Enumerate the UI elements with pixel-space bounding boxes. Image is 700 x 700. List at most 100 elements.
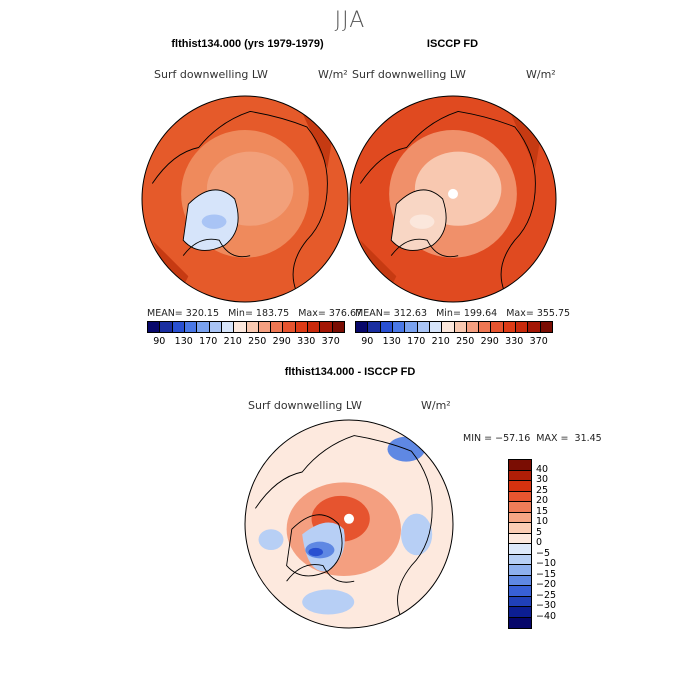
colorbar-swatch [503, 322, 517, 332]
colorbar-level-label: −20 [536, 579, 557, 590]
colorbar-swatch [509, 607, 531, 618]
colorbar-swatch [295, 322, 309, 332]
colorbar-swatch [148, 322, 161, 332]
colorbar-swatch [509, 512, 531, 523]
colorbar-swatch [283, 322, 296, 332]
colorbar-level-label: 5 [536, 526, 543, 538]
colorbar-swatch [540, 322, 552, 332]
colorbar-level-label: −15 [536, 568, 557, 580]
map-field [142, 96, 348, 302]
colorbar-swatch [368, 322, 381, 332]
colorbar-tick-label: 290 [480, 336, 499, 347]
diff-panel-title: flthist134.000 - ISCCP FD [284, 366, 416, 378]
left-panel-variable: Surf downwelling LW [154, 68, 268, 81]
diff-panel-stats: MIN = −57.16 MAX = 31.45 [463, 433, 602, 444]
colorbar-swatch [184, 322, 198, 332]
colorbar-tick-label: 210 [223, 336, 242, 347]
colorbar-swatch [509, 460, 531, 471]
colorbar-tick-label: 170 [199, 336, 218, 347]
colorbar-tick-label: 130 [174, 336, 193, 347]
colorbar-swatch [356, 322, 369, 332]
colorbar-swatch [405, 322, 418, 332]
colorbar-swatch [509, 617, 531, 628]
pole-hole [448, 188, 458, 199]
colorbar-level-label: −30 [536, 600, 557, 611]
colorbar-swatch [466, 322, 480, 332]
colorbar-level-label: 20 [536, 495, 549, 506]
colorbar-swatch [509, 533, 531, 544]
colorbar-tick-label: 250 [456, 336, 475, 347]
right-colorbar-ticks: 90 130 170 210 250 290 330 370 [355, 336, 551, 347]
colorbar-swatch [246, 322, 259, 332]
coastline [255, 435, 433, 618]
colorbar-swatch [258, 322, 272, 332]
colorbar-swatch [509, 596, 531, 607]
colorbar-swatch [509, 554, 531, 565]
season-title: JJA [334, 8, 366, 33]
colorbar-swatch [509, 481, 531, 492]
left-panel-units: W/m² [318, 68, 348, 81]
colorbar-swatch [479, 322, 492, 332]
colorbar-swatch [516, 322, 529, 332]
colorbar-tick-label: 370 [321, 336, 340, 347]
colorbar-swatch [528, 322, 541, 332]
colorbar-swatch [221, 322, 235, 332]
right-panel-title: ISCCP FD [426, 38, 479, 50]
map-outline [349, 95, 557, 303]
colorbar-swatch [509, 544, 531, 555]
colorbar-swatch [429, 322, 443, 332]
map-field [245, 420, 453, 628]
diff-panel-variable: Surf downwelling LW [248, 399, 362, 412]
colorbar-tick-label: 290 [272, 336, 291, 347]
right-colorbar [355, 321, 553, 333]
map-outline [141, 95, 349, 303]
colorbar-swatch [271, 322, 284, 332]
colorbar-swatch [454, 322, 467, 332]
map-field [350, 96, 556, 302]
left-panel-title: flthist134.000 (yrs 1979-1979) [171, 38, 324, 50]
colorbar-level-label: −5 [536, 547, 551, 559]
colorbar-swatch [197, 322, 210, 332]
colorbar-swatch [234, 322, 247, 332]
colorbar-level-label: 40 [536, 463, 549, 475]
colorbar-tick-label: 90 [361, 336, 374, 347]
colorbar-level-label: 30 [536, 474, 549, 485]
colorbar-swatch [417, 322, 430, 332]
colorbar-swatch [308, 322, 321, 332]
colorbar-swatch [332, 322, 344, 332]
colorbar-swatch [380, 322, 393, 332]
colorbar-tick-label: 130 [382, 336, 401, 347]
left-colorbar-ticks: 90 130 170 210 250 290 330 370 [147, 336, 343, 347]
colorbar-swatch [509, 470, 531, 481]
diff-colorbar [508, 459, 532, 629]
colorbar-swatch [442, 322, 455, 332]
colorbar-level-label: −10 [536, 558, 557, 569]
left-polar-map [141, 95, 349, 303]
colorbar-swatch [392, 322, 406, 332]
colorbar-swatch [509, 523, 531, 534]
coastline [359, 110, 536, 292]
colorbar-level-label: 10 [536, 516, 549, 527]
colorbar-swatch [509, 586, 531, 597]
colorbar-swatch [160, 322, 173, 332]
coastline [151, 110, 328, 292]
colorbar-swatch [491, 322, 504, 332]
left-colorbar [147, 321, 345, 333]
colorbar-swatch [509, 565, 531, 576]
left-panel-stats: MEAN= 320.15 Min= 183.75 Max= 376.67 [147, 308, 363, 319]
colorbar-swatch [209, 322, 222, 332]
colorbar-swatch [509, 502, 531, 513]
colorbar-tick-label: 250 [248, 336, 267, 347]
colorbar-level-label: 15 [536, 505, 549, 517]
colorbar-swatch [509, 491, 531, 502]
colorbar-level-label: 0 [536, 537, 543, 548]
colorbar-level-label: −25 [536, 589, 557, 601]
pole-hole [344, 513, 354, 524]
diff-panel-units: W/m² [421, 399, 451, 412]
colorbar-tick-label: 370 [529, 336, 548, 347]
colorbar-tick-label: 170 [407, 336, 426, 347]
diff-polar-map [244, 419, 454, 629]
colorbar-level-label: 25 [536, 484, 549, 496]
colorbar-level-label: −40 [536, 610, 557, 622]
colorbar-tick-label: 90 [153, 336, 166, 347]
